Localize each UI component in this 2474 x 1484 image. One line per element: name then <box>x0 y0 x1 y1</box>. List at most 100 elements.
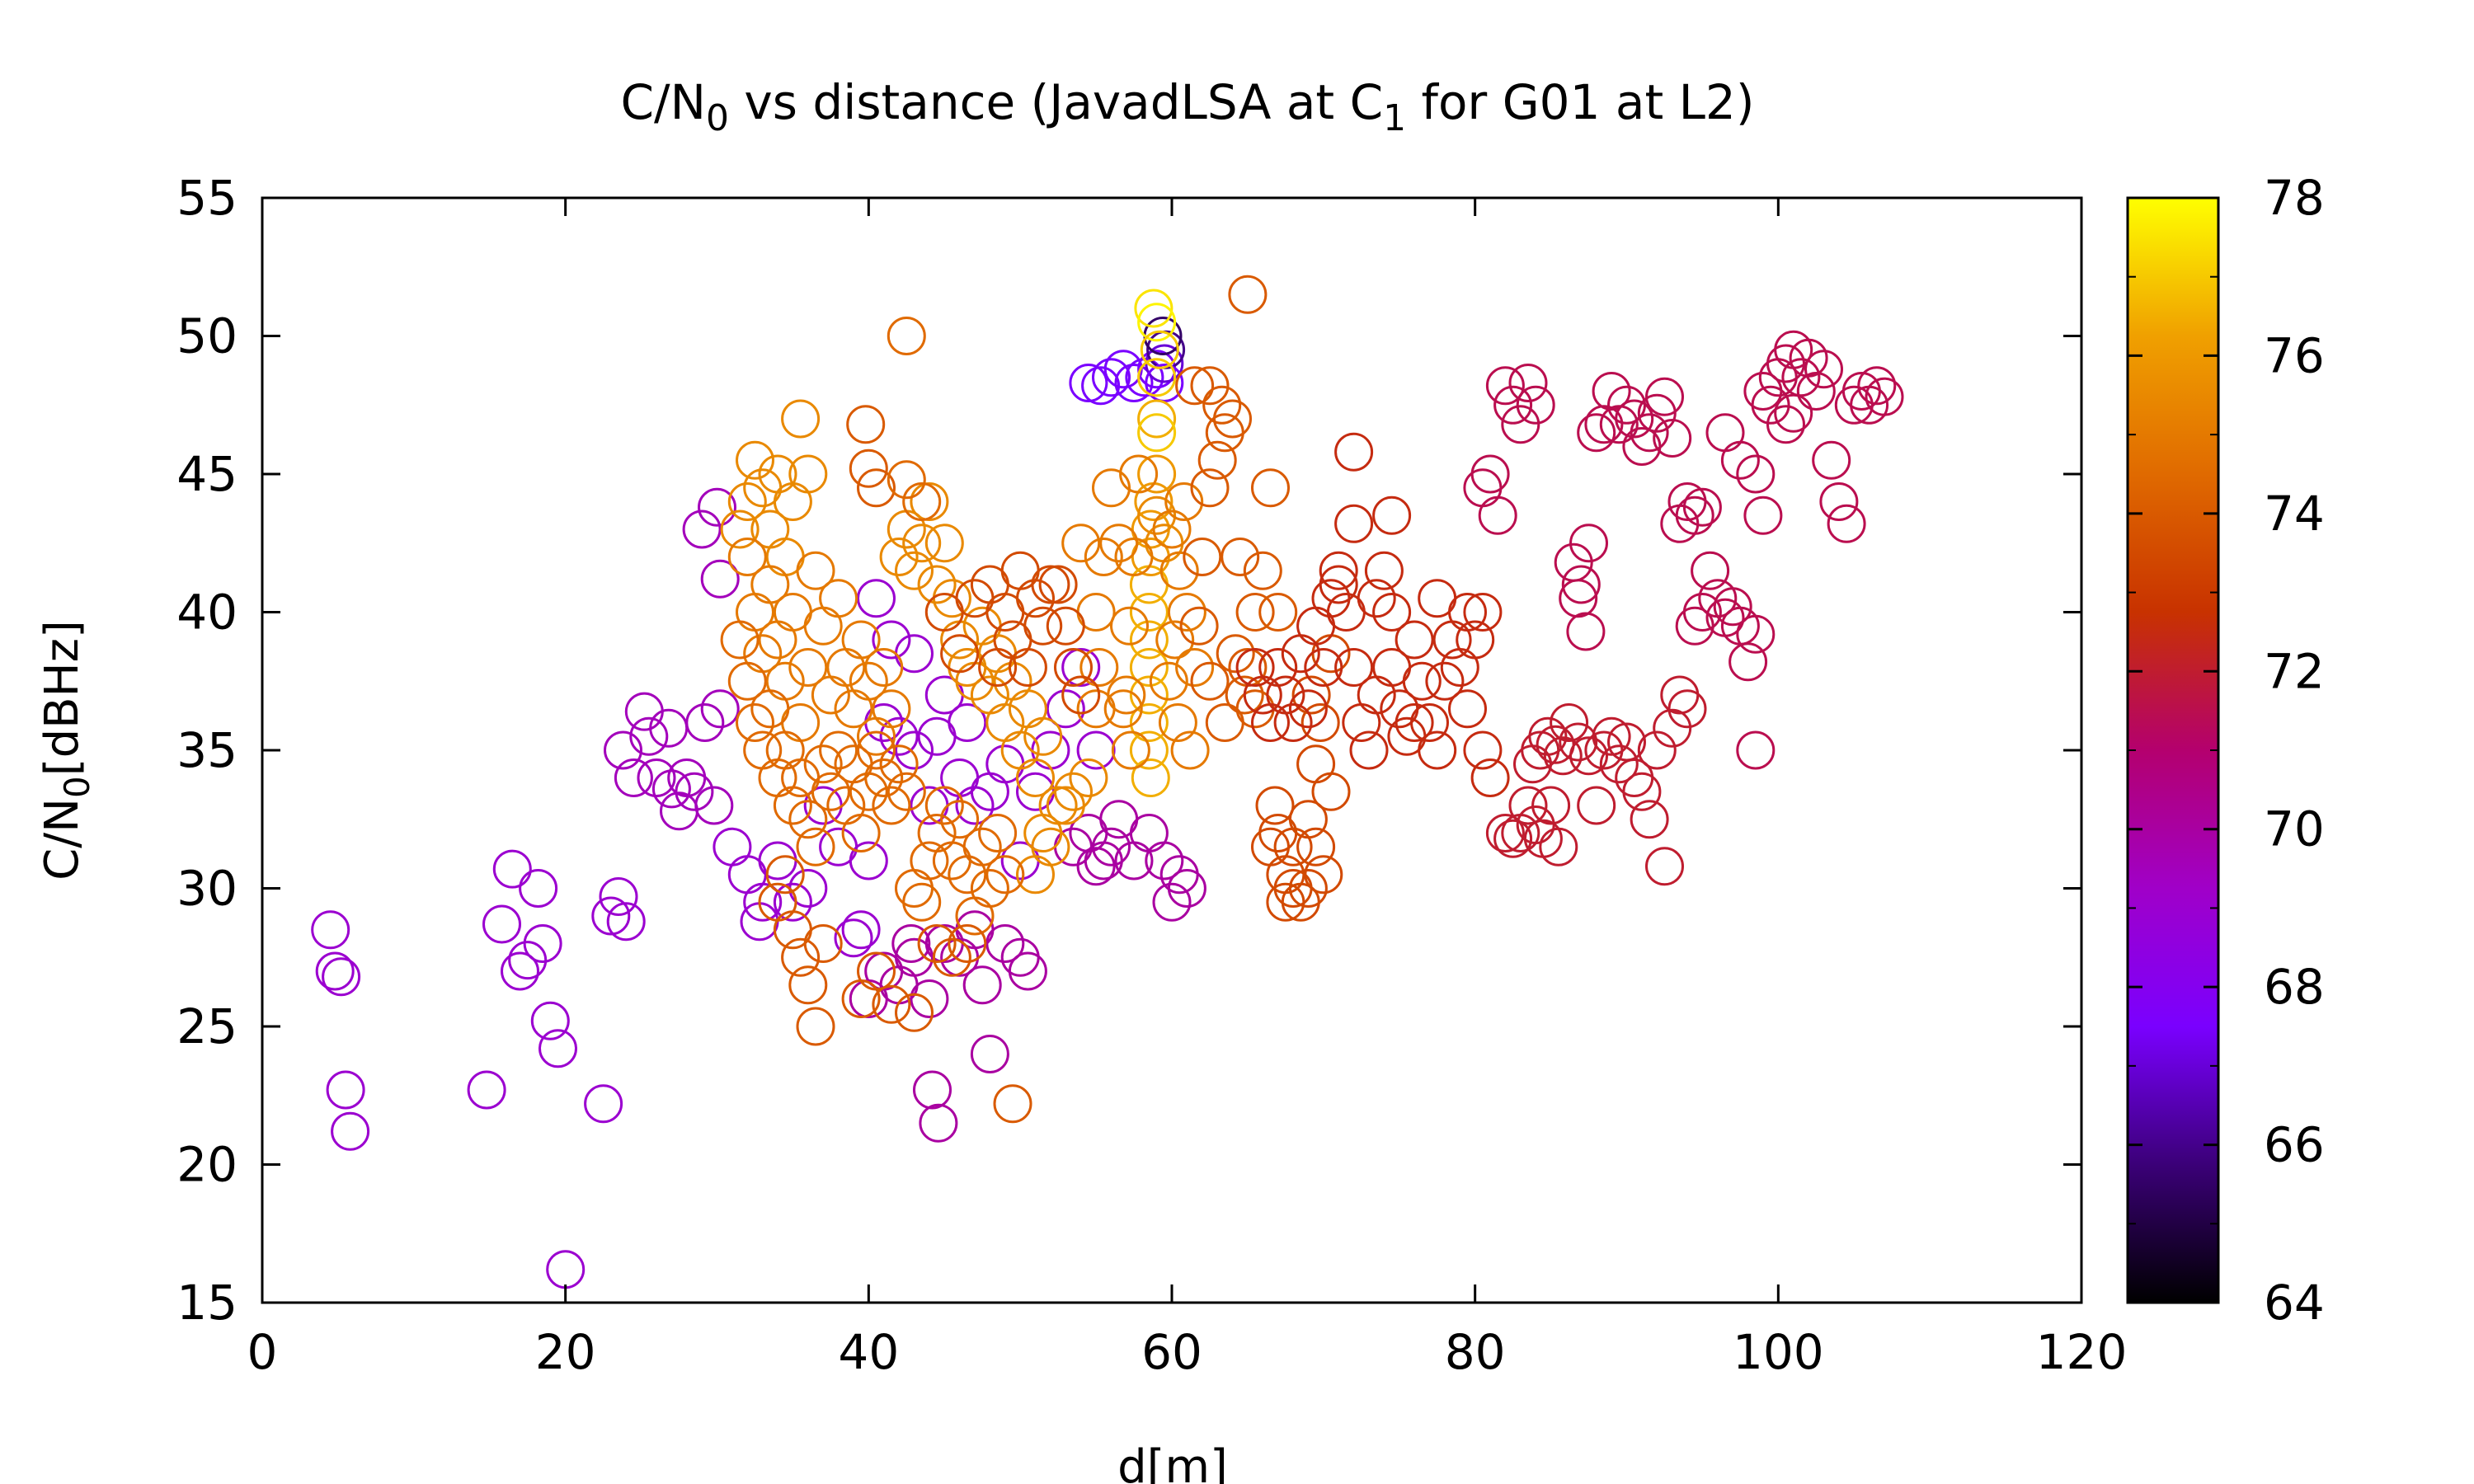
data-point <box>750 689 790 729</box>
data-point <box>962 827 1002 866</box>
y-axis-label: C/N0[dBHz] <box>35 620 97 881</box>
data-point <box>1372 648 1412 687</box>
data-point <box>1023 716 1063 756</box>
data-point <box>1137 413 1177 453</box>
data-point <box>1559 579 1598 618</box>
data-point <box>1216 634 1255 674</box>
scatter-points <box>311 275 1904 1289</box>
data-point <box>1155 620 1195 660</box>
data-point <box>887 772 926 811</box>
data-point <box>1334 432 1374 472</box>
data-point <box>1334 504 1374 543</box>
data-point <box>750 565 790 604</box>
data-point <box>841 620 881 660</box>
data-point <box>1031 565 1070 604</box>
data-point <box>1296 827 1336 866</box>
colorbar-tick-label: 64 <box>2264 1275 2325 1331</box>
data-point <box>917 924 957 963</box>
data-point <box>1418 730 1457 770</box>
data-point <box>660 791 698 831</box>
data-point <box>1857 366 1897 406</box>
data-point <box>1319 551 1358 590</box>
data-point <box>1179 606 1219 646</box>
data-point <box>539 1029 577 1068</box>
data-point <box>1235 648 1275 687</box>
data-point <box>1531 786 1571 825</box>
data-point <box>1110 606 1149 646</box>
data-point <box>948 703 987 742</box>
data-point <box>1395 620 1434 660</box>
data-point <box>1478 495 1517 535</box>
data-point <box>1645 847 1684 886</box>
data-point <box>1630 413 1669 453</box>
data-point <box>1099 524 1139 563</box>
data-point <box>1682 593 1722 632</box>
data-point <box>887 317 926 355</box>
data-point <box>1167 869 1206 908</box>
data-point <box>857 579 896 618</box>
data-point <box>1357 579 1396 618</box>
data-point <box>1081 366 1121 406</box>
data-point <box>743 730 783 770</box>
data-point <box>1288 800 1328 839</box>
data-point <box>910 482 949 521</box>
data-point <box>1016 579 1055 618</box>
data-point <box>1300 703 1340 742</box>
data-point <box>1410 703 1449 742</box>
data-point <box>765 855 805 895</box>
data-point <box>781 399 821 439</box>
data-point <box>1425 661 1465 701</box>
data-point <box>1736 730 1776 770</box>
data-point <box>1720 440 1760 480</box>
data-point <box>546 1250 586 1289</box>
data-point <box>1149 661 1188 701</box>
x-tick-label: 60 <box>1141 1324 1202 1380</box>
data-point <box>1667 689 1707 729</box>
data-point <box>924 786 964 825</box>
data-point <box>1729 642 1768 682</box>
data-point <box>849 448 888 488</box>
data-point <box>492 849 532 889</box>
data-point <box>1140 330 1179 369</box>
data-point <box>1129 593 1169 632</box>
data-point <box>1145 841 1184 881</box>
data-point <box>1225 675 1264 715</box>
data-point <box>1190 661 1230 701</box>
data-point <box>1119 454 1159 494</box>
data-point <box>849 841 888 881</box>
data-point <box>584 1084 623 1124</box>
data-point <box>1164 482 1204 521</box>
data-point <box>530 1001 570 1040</box>
data-point <box>857 730 896 770</box>
data-point <box>1804 350 1843 389</box>
data-point <box>1213 399 1252 439</box>
data-point <box>1251 468 1290 508</box>
data-point <box>846 405 886 444</box>
data-point <box>1092 827 1131 866</box>
data-point <box>1076 847 1116 886</box>
data-point <box>1131 758 1170 797</box>
colorbar-tick-label: 74 <box>2264 486 2325 542</box>
x-tick-label: 100 <box>1733 1324 1824 1380</box>
data-point <box>1288 869 1328 908</box>
data-point <box>1084 538 1123 576</box>
data-point <box>955 786 995 825</box>
data-point <box>773 786 812 825</box>
data-point <box>1599 744 1639 784</box>
data-point <box>1766 344 1805 383</box>
data-point <box>624 692 664 731</box>
colorbar-tick-label: 68 <box>2264 959 2325 1015</box>
data-point <box>1516 385 1555 425</box>
y-tick-label: 40 <box>176 585 238 641</box>
y-tick-label: 50 <box>176 308 238 364</box>
data-point <box>1221 538 1260 576</box>
data-point <box>682 510 722 549</box>
data-point <box>1653 708 1692 748</box>
data-point <box>1682 487 1722 527</box>
data-point <box>758 758 797 797</box>
colorbar-tick-label: 72 <box>2264 643 2325 699</box>
data-point <box>796 1007 835 1046</box>
data-point <box>604 730 642 770</box>
data-point <box>773 882 812 922</box>
